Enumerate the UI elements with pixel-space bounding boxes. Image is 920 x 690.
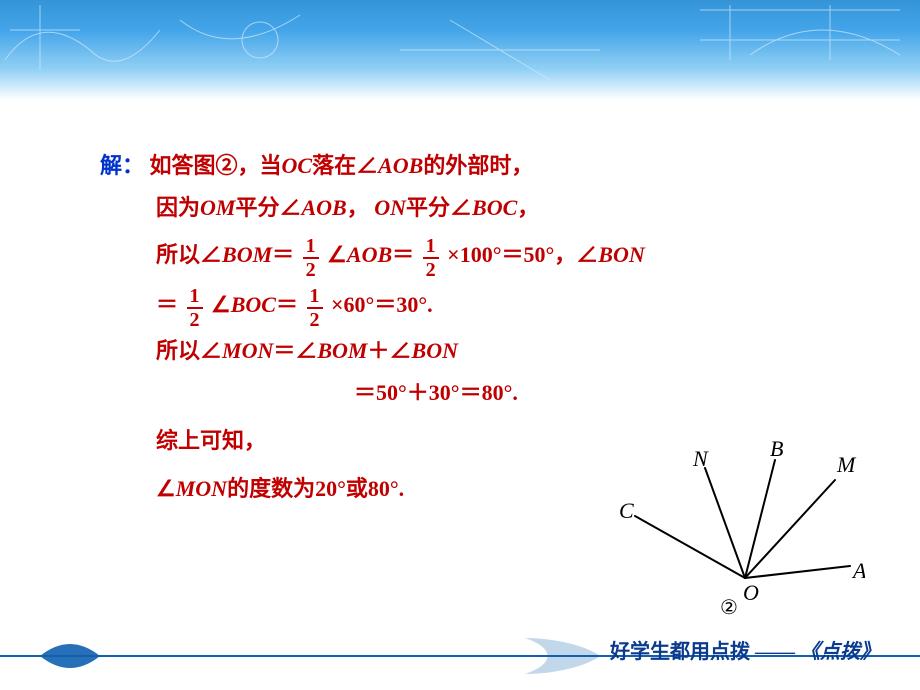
label-C: C bbox=[619, 498, 634, 523]
line-2: 因为OM平分∠AOB， ON平分∠BOC， bbox=[156, 187, 820, 229]
var-on: ON bbox=[374, 195, 406, 220]
fraction-2: 12 bbox=[423, 236, 439, 280]
footer-a: 好学生都用点拨 —— bbox=[610, 641, 795, 663]
t: 如答图②，当 bbox=[150, 153, 282, 178]
label-M: M bbox=[836, 452, 857, 477]
header-decoration bbox=[0, 0, 920, 100]
var-bon: BON bbox=[598, 242, 644, 267]
label-A: A bbox=[851, 558, 865, 583]
angle-diagram: A M B N C O bbox=[615, 438, 865, 618]
t: ×60°＝30°. bbox=[331, 292, 433, 317]
t: ＝ bbox=[156, 292, 178, 317]
fraction-4: 12 bbox=[307, 286, 323, 330]
t: ∠ bbox=[211, 292, 231, 317]
diagram-caption: ② bbox=[720, 595, 738, 620]
fraction-3: 12 bbox=[187, 286, 203, 330]
var-bom: BOM bbox=[317, 338, 367, 363]
t: ＝50°＋30°＝80°. bbox=[354, 380, 518, 405]
label-N: N bbox=[692, 446, 709, 471]
var-aob: AOB bbox=[301, 195, 346, 220]
t: 所以∠ bbox=[156, 242, 222, 267]
line-6: ＝50°＋30°＝80°. bbox=[354, 372, 820, 414]
t: 所以∠ bbox=[156, 338, 222, 363]
t: 综上可知， bbox=[156, 428, 266, 453]
label-O: O bbox=[743, 580, 759, 605]
line-5: 所以∠MON＝∠BOM＋∠BON bbox=[156, 330, 820, 372]
var-mon: MON bbox=[222, 338, 273, 363]
t: 因为 bbox=[156, 195, 200, 220]
t: ， bbox=[347, 195, 369, 220]
t: 平分∠ bbox=[235, 195, 301, 220]
var-mon: MON bbox=[176, 476, 227, 501]
header-sketch bbox=[0, 0, 920, 100]
t: ， bbox=[517, 195, 539, 220]
var-boc: BOC bbox=[472, 195, 517, 220]
var-bom: BOM bbox=[222, 242, 272, 267]
t: ∠ bbox=[327, 242, 347, 267]
t: 落在∠ bbox=[312, 153, 378, 178]
t: ＝ bbox=[392, 242, 414, 267]
t: 的外部时， bbox=[423, 153, 533, 178]
t: 平分∠ bbox=[406, 195, 472, 220]
t: ＝ bbox=[276, 292, 298, 317]
t: ×100°＝50°，∠ bbox=[447, 242, 598, 267]
var-boc: BOC bbox=[231, 292, 276, 317]
t: ＝∠ bbox=[273, 338, 317, 363]
t: ＋∠ bbox=[368, 338, 412, 363]
line-3: 所以∠BOM＝ 12 ∠AOB＝ 12 ×100°＝50°，∠BON bbox=[156, 229, 820, 282]
footer-book: 《点拨》 bbox=[800, 641, 880, 663]
var-oc: OC bbox=[282, 153, 313, 178]
t: 的度数为20°或80°. bbox=[227, 476, 404, 501]
var-aob: AOB bbox=[347, 242, 392, 267]
t: ∠ bbox=[156, 476, 176, 501]
var-om: OM bbox=[200, 195, 235, 220]
label-B: B bbox=[770, 438, 783, 461]
var-aob: AOB bbox=[378, 153, 423, 178]
solution-label: 解： bbox=[100, 153, 144, 178]
footer-text: 好学生都用点拨 —— 《点拨》 bbox=[610, 635, 880, 664]
fraction-1: 12 bbox=[303, 236, 319, 280]
var-bon: BON bbox=[412, 338, 458, 363]
line-4: ＝ 12 ∠BOC＝ 12 ×60°＝30°. bbox=[156, 281, 820, 330]
t: ＝ bbox=[272, 242, 294, 267]
line-1: 解： 如答图②，当OC落在∠AOB的外部时， bbox=[100, 145, 820, 187]
